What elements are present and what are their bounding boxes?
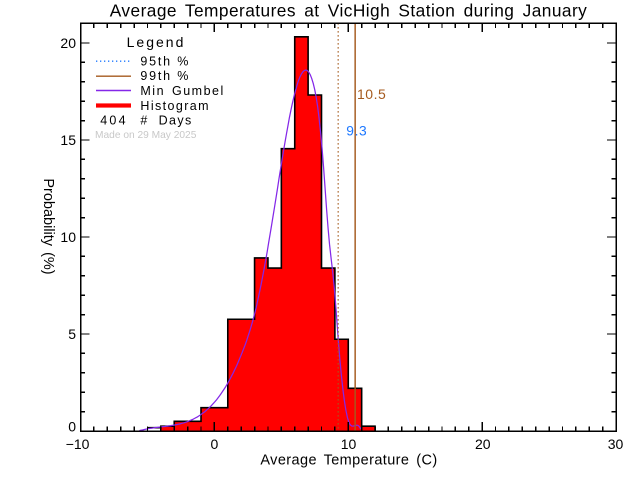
svg-text:−10: −10 [66, 436, 90, 452]
svg-text:10: 10 [341, 436, 357, 452]
svg-text:20: 20 [60, 35, 76, 51]
svg-text:0: 0 [68, 418, 76, 434]
svg-text:# Days: # Days [140, 114, 192, 128]
svg-text:30: 30 [608, 436, 624, 452]
svg-text:20: 20 [475, 436, 491, 452]
svg-text:Made on 29 May 2025: Made on 29 May 2025 [95, 130, 197, 141]
svg-text:Histogram: Histogram [140, 99, 210, 113]
svg-text:95th %: 95th % [140, 55, 190, 69]
svg-text:Probability (%): Probability (%) [40, 178, 56, 274]
svg-text:404: 404 [100, 114, 127, 128]
svg-text:15: 15 [60, 132, 76, 148]
svg-text:0: 0 [211, 436, 219, 452]
svg-text:Average Temperatures at VicHig: Average Temperatures at VicHigh Station … [110, 1, 587, 21]
svg-text:10: 10 [60, 229, 76, 245]
svg-text:Legend: Legend [127, 34, 186, 50]
svg-text:99th %: 99th % [140, 69, 190, 83]
svg-text:Average Temperature (C): Average Temperature (C) [260, 453, 437, 469]
svg-text:10.5: 10.5 [357, 86, 386, 102]
svg-text:9.3: 9.3 [346, 124, 367, 139]
svg-text:Min Gumbel: Min Gumbel [140, 84, 224, 98]
svg-text:5: 5 [68, 326, 76, 342]
